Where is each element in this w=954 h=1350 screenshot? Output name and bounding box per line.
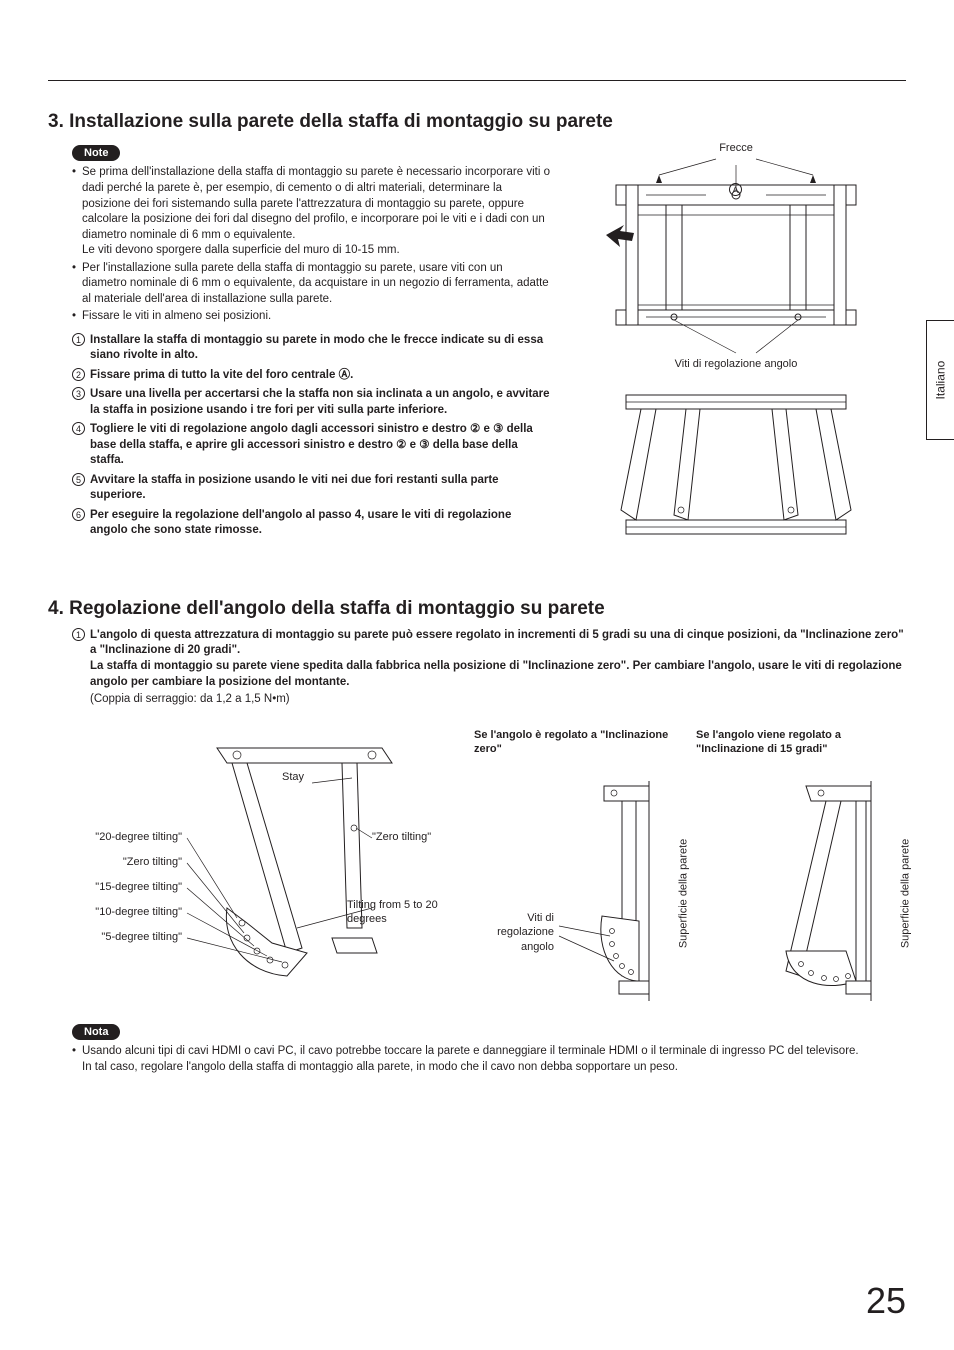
- diagram-15-tilt: Se l'angolo viene regolato a "Inclinazio…: [696, 728, 906, 1006]
- section3-steps: 1Installare la staffa di montaggio su pa…: [72, 333, 550, 539]
- fig1-top-label: Frecce: [566, 141, 906, 156]
- note-text: Se prima dell'installazione della staffa…: [82, 166, 550, 240]
- nota-pill: Nota: [72, 1024, 120, 1041]
- fig1-bottom-label: Viti di regolazione angolo: [566, 357, 906, 372]
- figure-bracket-open: [586, 380, 886, 560]
- step-text: Fissare prima di tutto la vite del foro …: [90, 369, 353, 381]
- diagram-tilt-positions: Stay "Zero tilting" Tilting from 5 to 20…: [72, 728, 462, 1008]
- label-zero-right: "Zero tilting": [372, 830, 431, 845]
- step4-text-b: La staffa di montaggio su parete viene s…: [90, 660, 902, 688]
- section3-title: 3. Installazione sulla parete della staf…: [48, 109, 906, 135]
- note-item: Per l'installazione sulla parete della s…: [72, 261, 550, 308]
- note-pill: Note: [72, 145, 120, 162]
- figure-bracket-front: A: [586, 155, 886, 355]
- diagram-zero-tilt: Se l'angolo è regolato a "Inclinazione z…: [474, 728, 684, 1006]
- label-20: "20-degree tilting": [95, 830, 182, 845]
- step-item: 1Installare la staffa di montaggio su pa…: [72, 333, 550, 364]
- language-tab-text: Italiano: [932, 361, 948, 400]
- step-text: Togliere le viti di regolazione angolo d…: [90, 423, 533, 466]
- label-15: "15-degree tilting": [95, 880, 182, 895]
- label-screws: Viti di regolazione angolo: [474, 911, 554, 956]
- language-tab: Italiano: [926, 320, 954, 440]
- label-10: "10-degree tilting": [95, 905, 182, 920]
- step-item: 6Per eseguire la regolazione dell'angolo…: [72, 508, 550, 539]
- nota-text: Usando alcuni tipi di cavi HDMI o cavi P…: [82, 1045, 859, 1057]
- step-text: Avvitare la staffa in posizione usando l…: [90, 474, 499, 502]
- section4-nota: Usando alcuni tipi di cavi HDMI o cavi P…: [72, 1044, 906, 1075]
- label-5: "5-degree tilting": [101, 930, 182, 945]
- step-item: 3Usare una livella per accertarsi che la…: [72, 387, 550, 418]
- label-0: "Zero tilting": [123, 855, 182, 870]
- step-item: 2Fissare prima di tutto la vite del foro…: [72, 368, 550, 384]
- step4-text-a: L'angolo di questa attrezzatura di monta…: [90, 629, 904, 657]
- section4-title: 4. Regolazione dell'angolo della staffa …: [48, 596, 906, 622]
- page-number: 25: [866, 1277, 906, 1326]
- label-tilt-range: Tilting from 5 to 20 degrees: [347, 898, 457, 928]
- label-stay: Stay: [282, 770, 304, 785]
- step-text: Installare la staffa di montaggio su par…: [90, 334, 543, 362]
- top-rule: [48, 80, 906, 81]
- step-item: 4Togliere le viti di regolazione angolo …: [72, 422, 550, 469]
- step-text: Per eseguire la regolazione dell'angolo …: [90, 509, 511, 537]
- nota-text: In tal caso, regolare l'angolo della sta…: [82, 1061, 678, 1073]
- note-item: Fissare le viti in almeno sei posizioni.: [72, 309, 550, 325]
- right-title: Se l'angolo viene regolato a "Inclinazio…: [696, 728, 906, 768]
- nota-item: Usando alcuni tipi di cavi HDMI o cavi P…: [72, 1044, 906, 1075]
- label-wall-mid: Superficie della parete: [676, 838, 691, 947]
- step-text: Usare una livella per accertarsi che la …: [90, 388, 550, 416]
- section4-step1: 1 L'angolo di questa attrezzatura di mon…: [72, 628, 906, 690]
- section3-notes: Se prima dell'installazione della staffa…: [72, 165, 550, 324]
- torque-note: (Coppia di serraggio: da 1,2 a 1,5 N•m): [72, 692, 906, 708]
- label-wall-right: Superficie della parete: [898, 838, 913, 947]
- note-text: Le viti devono sporgere dalla superficie…: [82, 244, 400, 256]
- note-item: Se prima dell'installazione della staffa…: [72, 165, 550, 258]
- mid-title: Se l'angolo è regolato a "Inclinazione z…: [474, 728, 684, 768]
- step-item: 5Avvitare la staffa in posizione usando …: [72, 473, 550, 504]
